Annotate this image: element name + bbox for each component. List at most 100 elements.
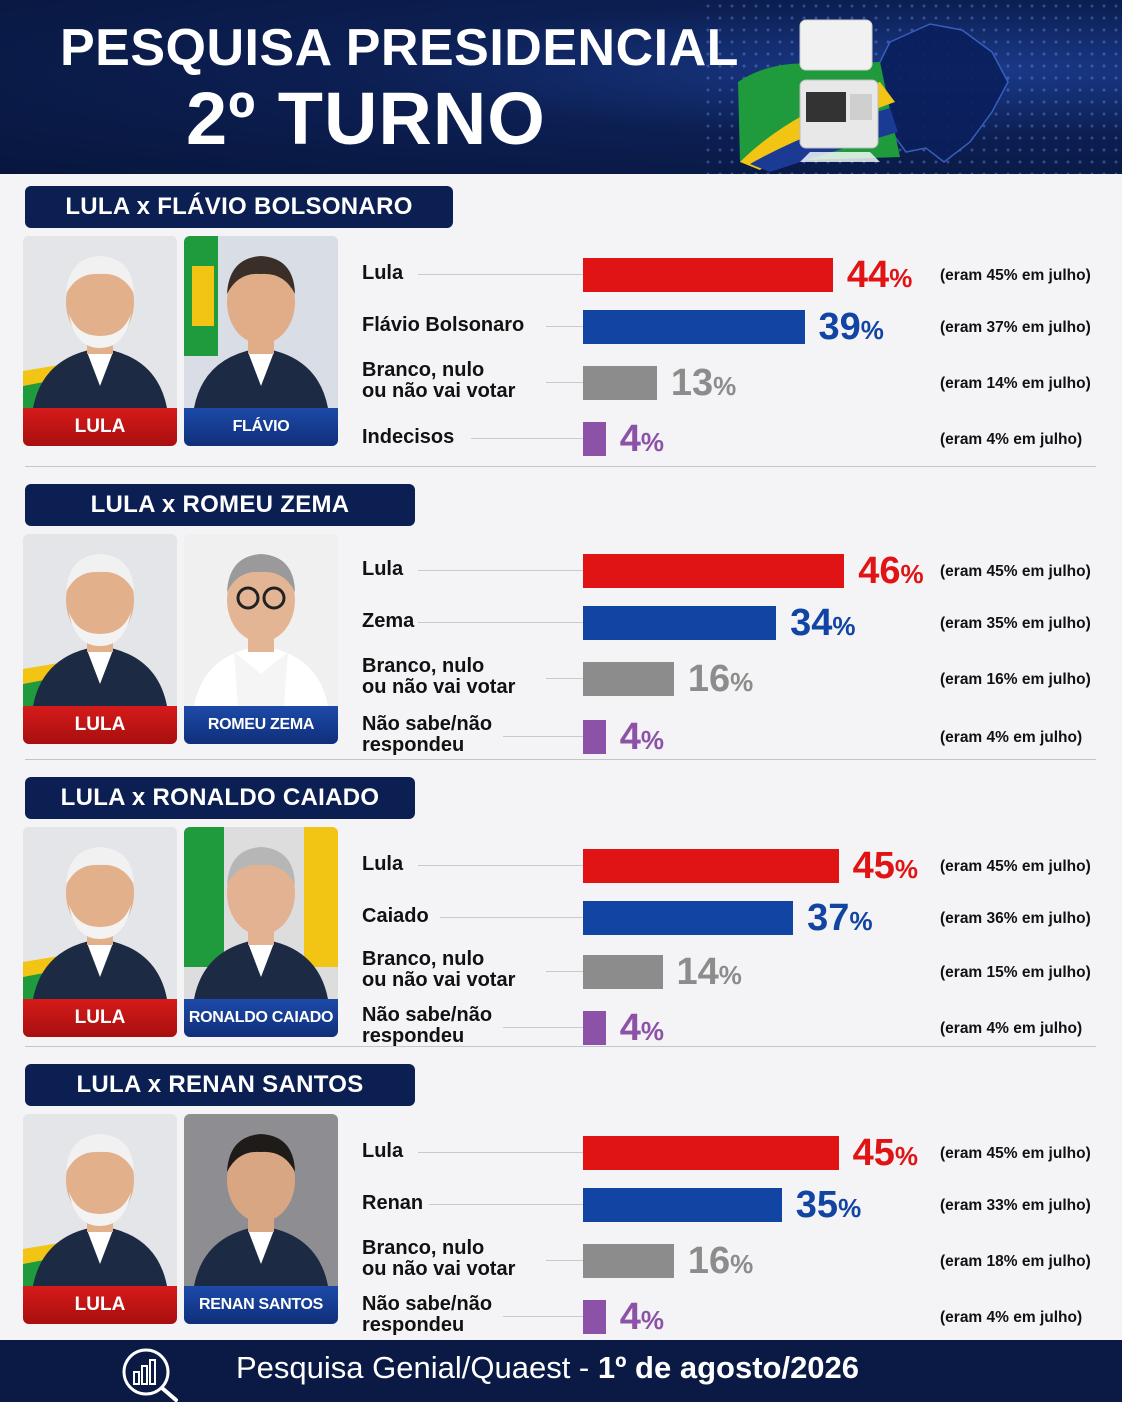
section-divider	[25, 1046, 1096, 1047]
candidate-name-label: FLÁVIO BOLSONARO	[184, 408, 338, 446]
result-label-line: respondeu	[362, 734, 465, 756]
result-label-line: Lula	[362, 1140, 404, 1162]
result-label-line: Branco, nulo	[362, 948, 485, 970]
result-label: Branco, nulo ou não vai votar	[362, 949, 515, 991]
leader-line	[418, 570, 583, 571]
candidate-photo-opponent: RENAN SANTOS	[184, 1114, 338, 1324]
result-percent: 13%	[671, 364, 736, 405]
percent-value: 46	[858, 550, 901, 592]
candidate-photo-lula: LULA	[23, 534, 177, 744]
result-label-line: respondeu	[362, 1314, 465, 1336]
percent-value: 16	[687, 658, 731, 700]
result-label-line: Não sabe/não	[362, 1004, 493, 1026]
result-percent: 45%	[853, 847, 918, 888]
header-banner: PESQUISA PRESIDENCIAL 2º TURNO	[0, 0, 1122, 174]
result-percent: 16%	[688, 660, 753, 701]
footer-source: Pesquisa Genial/Quaest - 1º de agosto/20…	[236, 1350, 859, 1386]
matchup-title: LULA x RENAN SANTOS	[25, 1064, 415, 1106]
result-label-line: Não sabe/não	[362, 1293, 493, 1315]
percent-value: 35	[795, 1184, 839, 1226]
percent-value: 4	[619, 716, 641, 758]
percent-sign: %	[838, 1193, 862, 1223]
chart-magnifier-icon	[122, 1348, 178, 1402]
matchup-title: LULA x FLÁVIO BOLSONARO	[25, 186, 453, 228]
percent-sign: %	[713, 371, 737, 401]
previous-result: (eram 35% em julho)	[940, 615, 1091, 632]
result-label-line: ou não vai votar	[362, 1258, 516, 1280]
previous-result: (eram 4% em julho)	[940, 1309, 1083, 1326]
result-bar	[583, 258, 833, 292]
result-percent: 39%	[819, 308, 884, 349]
previous-result: (eram 16% em julho)	[940, 671, 1091, 688]
previous-result: (eram 14% em julho)	[940, 375, 1091, 392]
candidate-photo-opponent: RONALDO CAIADO	[184, 827, 338, 1037]
percent-value: 13	[670, 362, 714, 404]
percent-value: 39	[818, 306, 861, 348]
candidate-name-label: LULA	[23, 999, 177, 1037]
result-label-line: Lula	[362, 558, 404, 580]
poll-section: LULA x RENAN SANTOS LULA RENAN SANTOS Lula 4…	[0, 1064, 1122, 1344]
page-title: PESQUISA PRESIDENCIAL	[60, 19, 739, 77]
candidate-photo-lula: LULA	[23, 1114, 177, 1324]
section-divider	[25, 759, 1096, 760]
page-subtitle: 2º TURNO	[186, 77, 546, 160]
percent-sign: %	[894, 1141, 918, 1171]
result-label: Branco, nulo ou não vai votar	[362, 656, 515, 698]
result-label-line: Branco, nulo	[362, 359, 485, 381]
poll-section: LULA x RONALDO CAIADO LULA RONALDO CAIADO L…	[0, 777, 1122, 1057]
percent-sign: %	[894, 854, 918, 884]
percent-sign: %	[730, 667, 754, 697]
candidate-name-label: LULA	[23, 706, 177, 744]
result-label: Branco, nulo ou não vai votar	[362, 1238, 515, 1280]
percent-value: 4	[619, 1007, 641, 1049]
result-bar	[583, 606, 777, 640]
result-bar	[583, 310, 805, 344]
previous-result: (eram 36% em julho)	[940, 910, 1091, 927]
result-percent: 46%	[858, 552, 923, 593]
leader-line	[545, 326, 583, 327]
result-percent: 4%	[620, 718, 664, 759]
result-percent: 34%	[790, 604, 855, 645]
percent-sign: %	[640, 725, 664, 755]
previous-result: (eram 4% em julho)	[940, 1020, 1083, 1037]
poll-section: LULA x ROMEU ZEMA LULA ROMEU ZEMA Lula 46% (e…	[0, 484, 1122, 764]
percent-sign: %	[730, 1249, 754, 1279]
previous-result: (eram 15% em julho)	[940, 964, 1091, 981]
percent-sign: %	[889, 263, 913, 293]
result-label-line: ou não vai votar	[362, 676, 516, 698]
candidate-name-label: RONALDO CAIADO	[184, 999, 338, 1037]
brazil-ballot-box-icon	[738, 19, 1009, 172]
leader-line	[471, 438, 583, 439]
candidate-photo-opponent: ROMEU ZEMA	[184, 534, 338, 744]
result-label-line: Caiado	[362, 905, 429, 927]
result-label-line: Zema	[362, 610, 415, 632]
result-label-line: respondeu	[362, 1025, 465, 1047]
result-percent: 16%	[688, 1242, 753, 1283]
candidate-name-label: ROMEU ZEMA	[184, 706, 338, 744]
leader-line	[418, 865, 583, 866]
footer-separator: -	[570, 1350, 598, 1385]
result-label: Branco, nulo ou não vai votar	[362, 360, 515, 402]
result-percent: 45%	[853, 1134, 918, 1175]
result-label: Lula	[362, 1141, 403, 1162]
result-label: Lula	[362, 263, 403, 284]
result-bar	[583, 1300, 606, 1334]
result-percent: 44%	[847, 256, 912, 297]
matchup-title: LULA x RONALDO CAIADO	[25, 777, 415, 819]
percent-value: 45	[852, 845, 895, 887]
percent-value: 37	[807, 897, 850, 939]
result-bar	[583, 1011, 606, 1045]
result-bar	[583, 720, 606, 754]
result-label: Não sabe/não respondeu	[362, 1294, 492, 1336]
candidate-name-label: LULA	[23, 408, 177, 446]
result-label-line: Renan	[362, 1192, 424, 1214]
result-bar	[583, 554, 845, 588]
leader-line	[545, 971, 583, 972]
percent-value: 34	[790, 602, 833, 644]
result-label-line: Não sabe/não	[362, 713, 493, 735]
percent-value: 14	[676, 951, 719, 993]
result-percent: 35%	[796, 1186, 861, 1227]
result-bar	[583, 1188, 782, 1222]
candidate-name-label: LULA	[23, 1286, 177, 1324]
